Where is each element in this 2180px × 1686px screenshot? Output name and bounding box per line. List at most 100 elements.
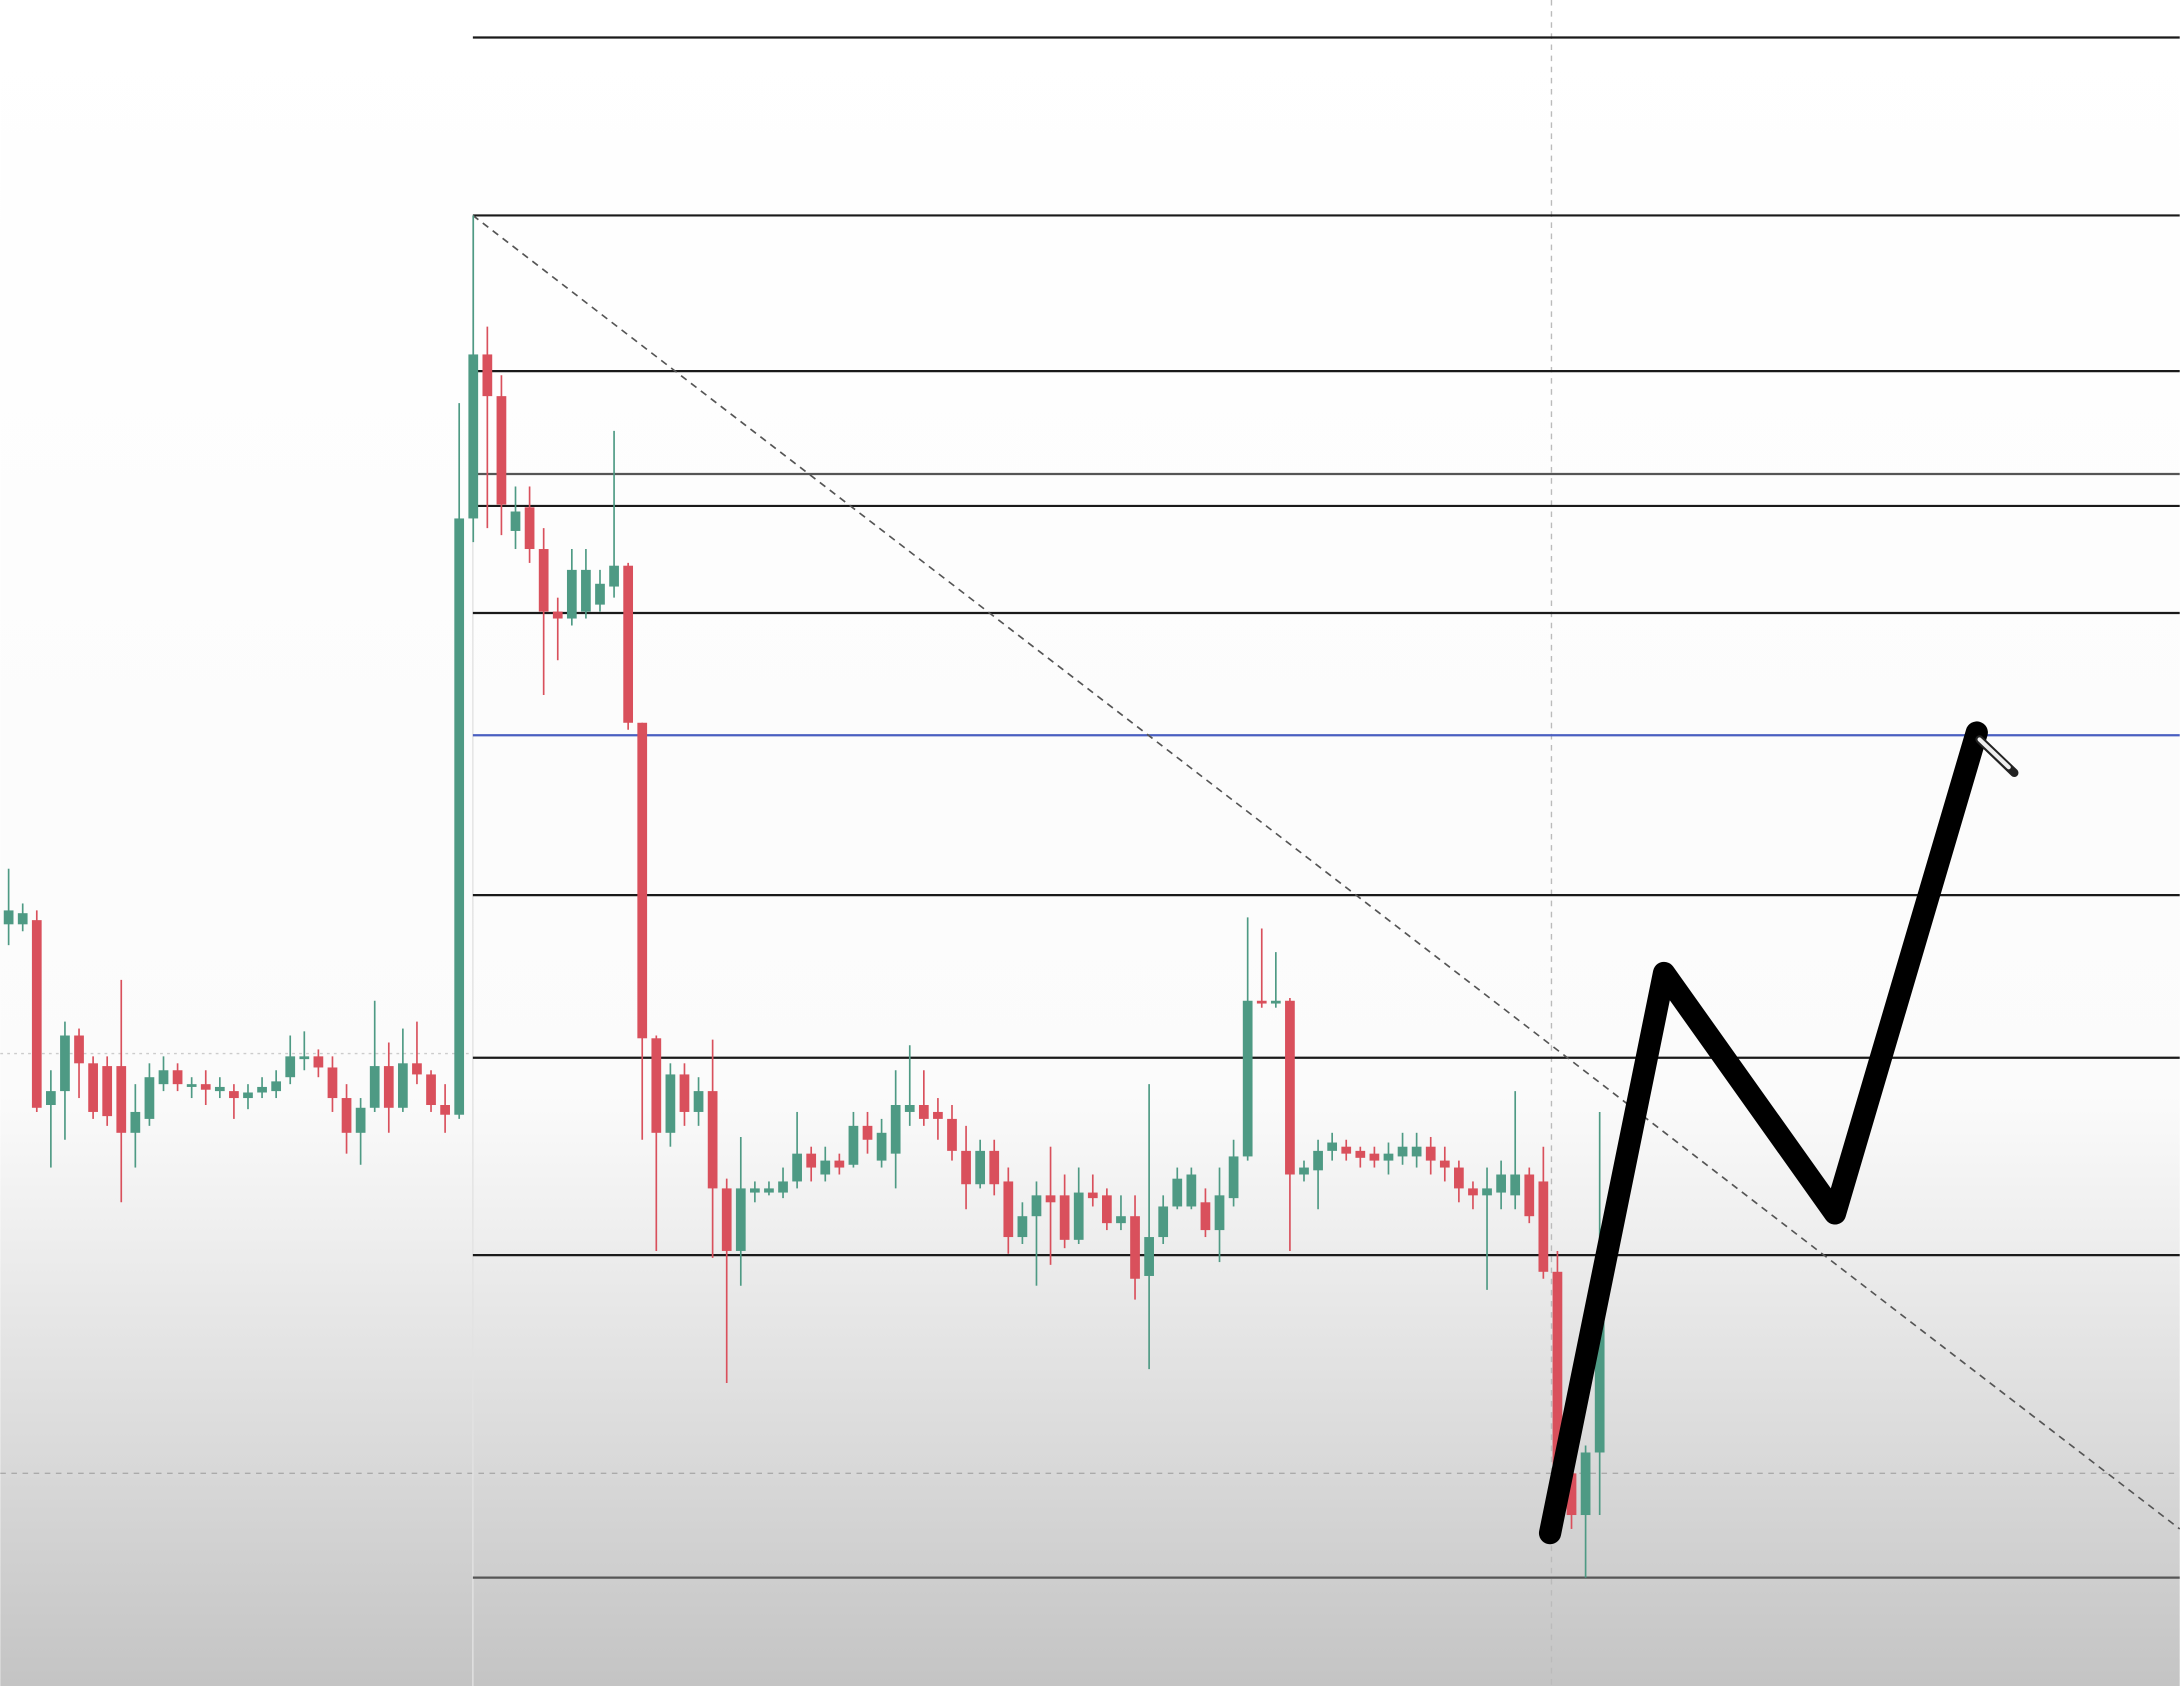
candle-body: [595, 583, 605, 605]
candle-body: [1552, 1271, 1563, 1474]
candle-body: [496, 396, 507, 505]
candle-body: [1172, 1178, 1183, 1207]
candle-body: [17, 913, 28, 925]
candle-body: [1580, 1452, 1591, 1516]
candle-body: [1482, 1188, 1492, 1196]
candle-body: [510, 511, 521, 531]
candle-body: [1454, 1167, 1464, 1189]
candle-body: [1003, 1181, 1014, 1238]
candle-body: [1031, 1195, 1042, 1217]
candle-body: [1158, 1206, 1169, 1238]
candle-body: [721, 1188, 732, 1251]
candle-body: [961, 1150, 971, 1185]
candle-body: [637, 722, 648, 1039]
candle-body: [1411, 1146, 1422, 1157]
candle-body: [454, 518, 465, 1115]
candle-body: [1116, 1216, 1126, 1224]
candle-body: [74, 1035, 84, 1064]
candle-body: [834, 1160, 845, 1168]
candle-body: [257, 1086, 267, 1093]
candle-body: [341, 1098, 352, 1133]
candle-body: [552, 611, 563, 619]
candle-body: [1524, 1174, 1535, 1217]
candle-body: [243, 1092, 253, 1099]
fib-levels: [472, 36, 2180, 1579]
candle-body: [524, 507, 535, 550]
candle-body: [778, 1181, 788, 1193]
candle-body: [1087, 1192, 1098, 1199]
candle-body: [1341, 1146, 1352, 1154]
candle-body: [679, 1074, 690, 1112]
candle-body: [285, 1056, 296, 1078]
candle-body: [398, 1063, 408, 1108]
candle-body: [904, 1105, 915, 1112]
candle-body: [1186, 1174, 1197, 1207]
candle-body: [426, 1074, 436, 1106]
candle-body: [412, 1063, 422, 1075]
candle-body: [806, 1153, 817, 1168]
candle-body: [566, 569, 577, 619]
candle-body: [1299, 1167, 1309, 1175]
candle-body: [355, 1107, 366, 1133]
candle-body: [1214, 1195, 1225, 1231]
candle-body: [820, 1160, 831, 1175]
candle-body: [975, 1150, 986, 1185]
candle-body: [144, 1077, 155, 1119]
candle-body: [383, 1066, 394, 1108]
trend-line: [472, 214, 2180, 1530]
candle-body: [890, 1105, 901, 1154]
candle-body: [1425, 1146, 1436, 1161]
candle-body: [933, 1111, 943, 1119]
candle-body: [1397, 1146, 1408, 1157]
candle-body: [1200, 1202, 1211, 1231]
pen-cursor-highlight: [1977, 737, 2011, 770]
candle-body: [313, 1056, 324, 1068]
candle-body: [1566, 1473, 1577, 1516]
candle-body: [862, 1125, 873, 1140]
candle-body: [623, 565, 634, 723]
candle-body: [3, 910, 14, 925]
drawn-zigzag: [1538, 721, 1988, 1545]
candle-body: [792, 1153, 802, 1182]
candle-body: [1017, 1216, 1028, 1238]
candle-body: [947, 1118, 957, 1151]
candle-body: [327, 1067, 338, 1099]
candle-body: [1496, 1174, 1506, 1193]
candle-body: [651, 1038, 662, 1133]
candle-body: [186, 1084, 197, 1087]
candle-body: [1439, 1160, 1450, 1168]
candle-body: [1285, 1000, 1295, 1175]
candle-body: [1102, 1195, 1112, 1224]
candle-body: [1313, 1150, 1323, 1171]
candle-body: [60, 1035, 70, 1092]
candle-body: [214, 1086, 225, 1092]
candle-body: [31, 920, 42, 1108]
candle-body: [1045, 1195, 1056, 1203]
candle-body: [1270, 1000, 1281, 1004]
candle-body: [1355, 1150, 1366, 1158]
candle-body: [229, 1091, 239, 1099]
candle-body: [1510, 1174, 1521, 1196]
candle-body: [130, 1111, 141, 1133]
candle-body: [848, 1125, 859, 1165]
candles: [3, 215, 1605, 1578]
candle-body: [88, 1063, 98, 1112]
candle-body: [440, 1105, 450, 1115]
candle-body: [1144, 1237, 1154, 1276]
candle-body: [1228, 1156, 1239, 1199]
candle-body: [299, 1056, 310, 1060]
candle-body: [538, 549, 549, 612]
candle-body: [1327, 1142, 1338, 1151]
candle-body: [102, 1066, 113, 1117]
candle-body: [707, 1091, 718, 1189]
candle-body: [1538, 1181, 1549, 1272]
candle-body: [271, 1081, 282, 1092]
candle-body: [1383, 1153, 1394, 1161]
candle-body: [1468, 1188, 1478, 1196]
candle-body: [665, 1074, 676, 1133]
candle-body: [1256, 1000, 1267, 1004]
candle-body: [369, 1066, 380, 1108]
